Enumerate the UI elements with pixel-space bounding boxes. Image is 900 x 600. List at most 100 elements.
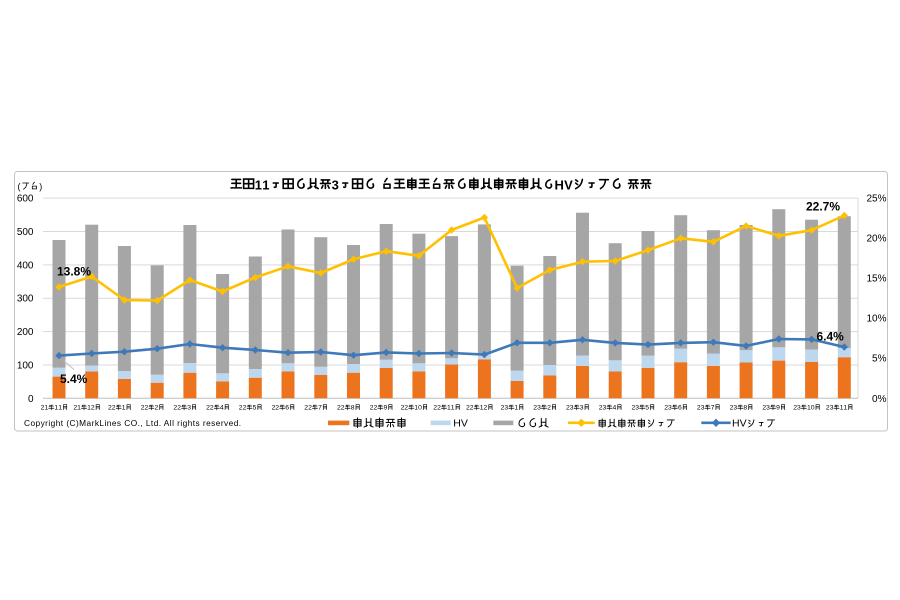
svg-text:HV: HV — [732, 417, 747, 429]
svg-text:0: 0 — [811, 405, 815, 412]
svg-text:2: 2 — [533, 405, 537, 412]
svg-text:2: 2 — [91, 405, 95, 412]
svg-text:2: 2 — [484, 405, 488, 412]
svg-text:(: ( — [18, 181, 21, 191]
svg-text:3: 3 — [733, 405, 737, 412]
svg-text:2: 2 — [664, 405, 668, 412]
svg-text:200: 200 — [17, 327, 34, 338]
svg-text:2: 2 — [177, 405, 181, 412]
svg-text:3: 3 — [570, 405, 574, 412]
svg-text:500: 500 — [17, 227, 34, 238]
svg-text:2: 2 — [401, 405, 405, 412]
svg-text:2: 2 — [272, 405, 276, 412]
svg-text:7: 7 — [318, 405, 322, 412]
svg-text:1: 1 — [414, 405, 418, 412]
svg-text:2: 2 — [437, 405, 441, 412]
svg-text:0: 0 — [418, 405, 422, 412]
svg-text:3: 3 — [603, 405, 607, 412]
svg-text:2: 2 — [370, 405, 374, 412]
svg-text:2: 2 — [470, 405, 474, 412]
svg-text:5: 5 — [645, 405, 649, 412]
svg-text:400: 400 — [17, 260, 34, 271]
svg-text:1: 1 — [840, 405, 844, 412]
svg-text:4: 4 — [220, 405, 224, 412]
svg-text:8: 8 — [351, 405, 355, 412]
svg-text:3: 3 — [830, 405, 834, 412]
svg-text:2: 2 — [374, 405, 378, 412]
svg-text:1: 1 — [77, 405, 81, 412]
svg-text:100: 100 — [17, 360, 34, 371]
svg-text:HV: HV — [453, 417, 468, 429]
svg-text:2: 2 — [632, 405, 636, 412]
svg-text:6.4%: 6.4% — [817, 330, 845, 344]
svg-text:10%: 10% — [866, 314, 886, 325]
svg-text:H: H — [555, 178, 564, 193]
svg-text:2: 2 — [210, 405, 214, 412]
svg-text:2: 2 — [304, 405, 308, 412]
svg-text:300: 300 — [17, 294, 34, 305]
svg-text:3: 3 — [797, 405, 801, 412]
svg-text:1: 1 — [844, 405, 848, 412]
svg-text:2: 2 — [762, 405, 766, 412]
svg-text:2: 2 — [206, 405, 210, 412]
svg-text:): ) — [39, 181, 42, 191]
svg-text:8: 8 — [743, 405, 747, 412]
svg-text:2: 2 — [433, 405, 437, 412]
svg-text:6: 6 — [285, 405, 289, 412]
svg-text:1: 1 — [262, 178, 269, 193]
svg-text:2: 2 — [466, 405, 470, 412]
svg-text:22.7%: 22.7% — [806, 199, 840, 213]
svg-text:3: 3 — [766, 405, 770, 412]
svg-text:1: 1 — [451, 405, 455, 412]
svg-text:2: 2 — [112, 405, 116, 412]
svg-text:3: 3 — [332, 178, 339, 193]
svg-text:2: 2 — [308, 405, 312, 412]
svg-text:2: 2 — [243, 405, 247, 412]
svg-text:2: 2 — [566, 405, 570, 412]
svg-text:6: 6 — [678, 405, 682, 412]
svg-text:3: 3 — [668, 405, 672, 412]
svg-text:3: 3 — [701, 405, 705, 412]
svg-text:2: 2 — [697, 405, 701, 412]
svg-text:20%: 20% — [866, 234, 886, 245]
svg-text:2: 2 — [404, 405, 408, 412]
svg-text:V: V — [564, 178, 573, 193]
svg-text:7: 7 — [711, 405, 715, 412]
svg-text:5%: 5% — [872, 354, 887, 365]
svg-text:1: 1 — [122, 405, 126, 412]
svg-text:15%: 15% — [866, 274, 886, 285]
svg-text:2: 2 — [41, 405, 45, 412]
svg-text:2: 2 — [793, 405, 797, 412]
svg-text:5.4%: 5.4% — [60, 372, 88, 386]
svg-text:2: 2 — [341, 405, 345, 412]
svg-text:2: 2 — [239, 405, 243, 412]
svg-text:25%: 25% — [866, 193, 886, 204]
svg-text:2: 2 — [155, 405, 159, 412]
svg-text:1: 1 — [54, 405, 58, 412]
svg-text:600: 600 — [17, 194, 34, 205]
svg-text:2: 2 — [337, 405, 341, 412]
svg-text:2: 2 — [826, 405, 830, 412]
svg-text:2: 2 — [108, 405, 112, 412]
svg-text:9: 9 — [776, 405, 780, 412]
svg-text:3: 3 — [537, 405, 541, 412]
svg-text:5: 5 — [253, 405, 257, 412]
svg-text:1: 1 — [44, 405, 48, 412]
svg-text:0%: 0% — [872, 394, 887, 405]
svg-text:3: 3 — [187, 405, 191, 412]
svg-text:2: 2 — [73, 405, 77, 412]
svg-text:Copyright (C)MarkLines CO., Lt: Copyright (C)MarkLines CO., Ltd. All rig… — [24, 418, 242, 428]
svg-text:13.8%: 13.8% — [57, 264, 91, 278]
svg-text:1: 1 — [807, 405, 811, 412]
svg-text:4: 4 — [613, 405, 617, 412]
svg-text:1: 1 — [480, 405, 484, 412]
svg-text:1: 1 — [87, 405, 91, 412]
svg-text:2: 2 — [145, 405, 149, 412]
svg-text:3: 3 — [580, 405, 584, 412]
svg-text:2: 2 — [599, 405, 603, 412]
svg-text:2: 2 — [275, 405, 279, 412]
svg-text:1: 1 — [58, 405, 62, 412]
svg-text:9: 9 — [384, 405, 388, 412]
svg-text:2: 2 — [141, 405, 145, 412]
svg-text:2: 2 — [730, 405, 734, 412]
